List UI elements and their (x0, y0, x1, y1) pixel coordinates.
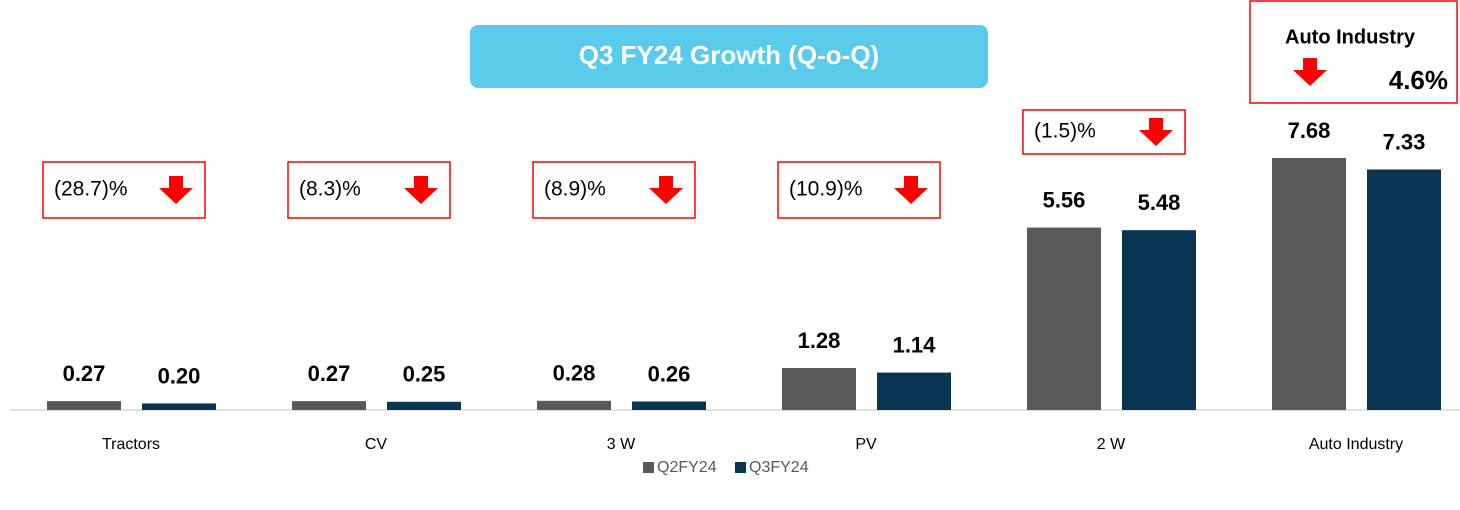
industry-value: 4.6% (1389, 65, 1448, 95)
down-arrow (159, 176, 193, 204)
down-arrow (404, 176, 438, 204)
bar (1272, 158, 1346, 410)
bar (877, 372, 951, 410)
growth-box (532, 161, 696, 219)
legend-swatch (643, 462, 654, 473)
growth-box (42, 161, 206, 219)
growth-label: (28.7)% (54, 178, 128, 201)
bar (1122, 230, 1196, 410)
bar (782, 368, 856, 410)
bar (537, 400, 611, 410)
value-label: 1.28 (798, 328, 841, 353)
growth-label: (8.9)% (544, 178, 606, 201)
value-label: 0.28 (553, 361, 596, 386)
growth-label: (8.3)% (299, 178, 361, 201)
industry-label: Auto Industry (1285, 26, 1416, 48)
growth-label: (1.5)% (1034, 120, 1096, 143)
x-tick-label: PV (855, 436, 877, 453)
chart-title: Q3 FY24 Growth (Q-o-Q) (579, 40, 879, 70)
title-box (470, 25, 988, 88)
growth-box (1022, 109, 1186, 155)
value-label: 0.26 (648, 361, 691, 386)
legend-label: Q2FY24 (657, 459, 717, 476)
value-label: 0.27 (308, 361, 351, 386)
x-tick-label: CV (365, 436, 388, 453)
x-tick-label: 3 W (607, 436, 636, 453)
value-label: 7.33 (1383, 129, 1426, 154)
value-label: 7.68 (1288, 118, 1331, 143)
down-arrow (894, 176, 928, 204)
x-tick-label: 2 W (1097, 436, 1126, 453)
x-tick-label: Auto Industry (1309, 436, 1403, 453)
value-label: 1.14 (893, 332, 937, 357)
growth-box (287, 161, 451, 219)
x-tick-label: Tractors (102, 436, 160, 453)
bar (47, 401, 121, 410)
growth-box (777, 161, 941, 219)
value-label: 0.25 (403, 362, 446, 387)
value-label: 0.20 (158, 363, 201, 388)
bar (632, 401, 706, 410)
down-arrow (649, 176, 683, 204)
bar (292, 401, 366, 410)
down-arrow (1293, 58, 1327, 86)
down-arrow (1139, 118, 1173, 146)
bar (1367, 169, 1441, 410)
industry-box (1249, 0, 1458, 104)
legend-label: Q3FY24 (749, 459, 809, 476)
bar (387, 401, 461, 410)
value-label: 5.56 (1043, 187, 1086, 212)
legend-swatch (735, 462, 746, 473)
growth-label: (10.9)% (789, 178, 863, 201)
value-label: 5.48 (1138, 190, 1181, 215)
value-label: 0.27 (63, 361, 106, 386)
bar (142, 403, 216, 410)
bar (1027, 227, 1101, 410)
